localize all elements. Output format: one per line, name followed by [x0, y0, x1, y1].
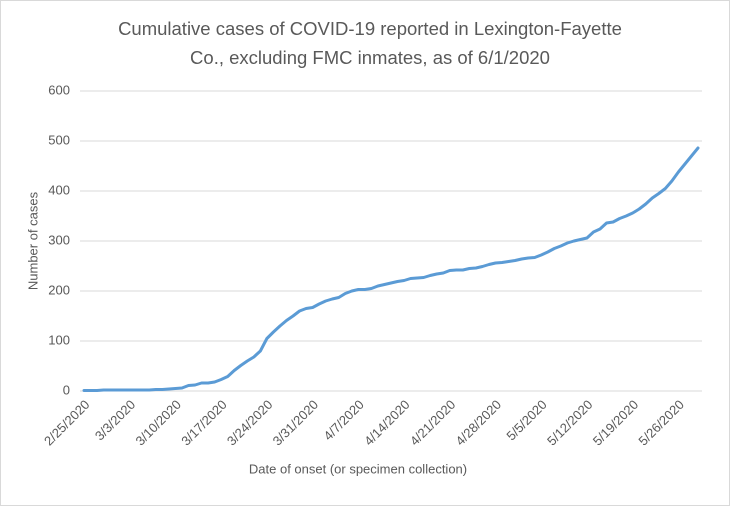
- y-tick-label: 0: [63, 382, 70, 397]
- y-tick-label: 400: [48, 182, 70, 197]
- y-axis-title: Number of cases: [25, 191, 40, 290]
- y-tick-label: 500: [48, 132, 70, 147]
- chart-title: Cumulative cases of COVID-19 reported in…: [118, 18, 622, 68]
- y-tick-label: 600: [48, 82, 70, 97]
- y-tick-label: 300: [48, 232, 70, 247]
- y-tick-label: 200: [48, 282, 70, 297]
- data-line: [82, 146, 700, 392]
- y-tick-label: 100: [48, 332, 70, 347]
- x-axis-title: Date of onset (or specimen collection): [249, 461, 467, 476]
